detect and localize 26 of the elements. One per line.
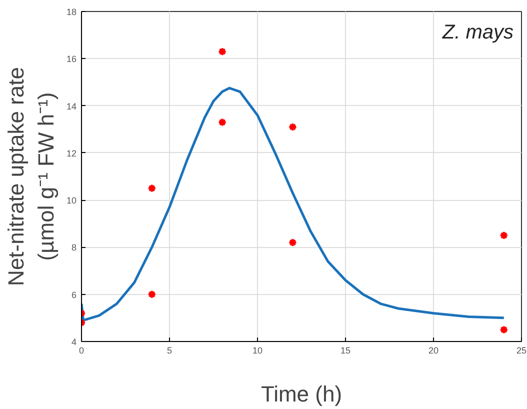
point bbox=[218, 118, 227, 127]
point bbox=[147, 290, 156, 299]
y-tick-label: 16 bbox=[66, 54, 77, 64]
x-axis-title: Time (h) bbox=[260, 382, 342, 406]
x-tick-label: 15 bbox=[340, 346, 351, 356]
x-tick-label: 10 bbox=[252, 346, 263, 356]
y-tick-label: 6 bbox=[71, 290, 77, 300]
y-tick-label: 18 bbox=[66, 7, 77, 17]
point bbox=[218, 47, 227, 56]
line-series bbox=[82, 86, 506, 322]
x-tick-label: 20 bbox=[428, 346, 439, 356]
x-tick-label: 25 bbox=[516, 346, 527, 356]
point bbox=[499, 230, 508, 240]
x-tick-label: 5 bbox=[166, 346, 172, 356]
point bbox=[499, 325, 508, 334]
point bbox=[288, 238, 298, 247]
y-tick-label: 8 bbox=[71, 242, 77, 253]
x-tick-label: 0 bbox=[78, 346, 84, 356]
y-tick-label: 14 bbox=[66, 101, 77, 112]
text: Z. mays bbox=[441, 22, 514, 44]
y-tick-label: 12 bbox=[66, 148, 77, 158]
point bbox=[288, 122, 298, 132]
y-tick-label: 4 bbox=[71, 337, 77, 347]
y-tick-label: 10 bbox=[66, 196, 77, 206]
point bbox=[147, 184, 156, 193]
y-axis-title: Net-nitrate uptake rate (µmol g⁻¹ FW h⁻¹) bbox=[3, 67, 58, 286]
